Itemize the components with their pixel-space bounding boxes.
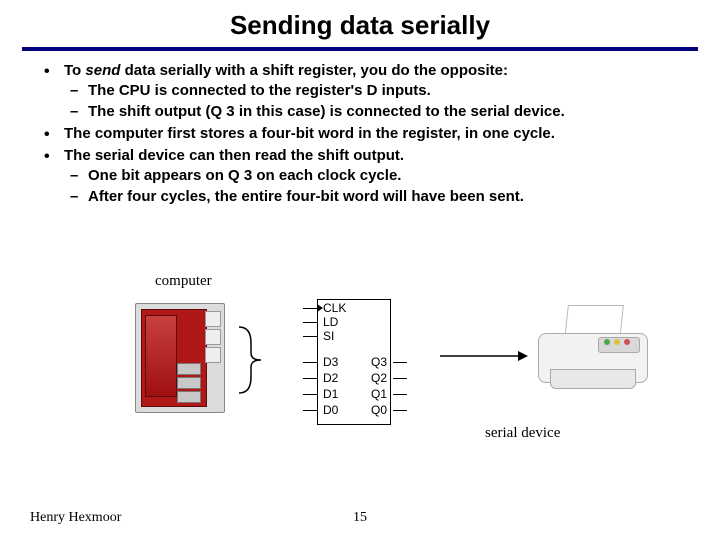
footer-page: 15 xyxy=(0,510,720,526)
serial-device-label: serial device xyxy=(485,425,560,442)
content-area: To send data serially with a shift regis… xyxy=(0,61,720,207)
bullet-3-sub: One bit appears on Q 3 on each clock cyc… xyxy=(64,166,680,207)
pin-q1: Q1 xyxy=(371,387,387,401)
b1-post: data serially with a shift register, you… xyxy=(120,62,508,79)
bullet-1-sub: The CPU is connected to the register's D… xyxy=(64,81,680,122)
slide-title: Sending data serially xyxy=(0,0,720,47)
b1-s1: The CPU is connected to the register's D… xyxy=(64,81,680,101)
pin-ld: LD xyxy=(323,315,338,329)
printer-icon xyxy=(538,303,648,393)
slide: Sending data serially To send data seria… xyxy=(0,0,720,540)
pin-clk: CLK xyxy=(323,301,346,315)
bullet-2: The computer first stores a four-bit wor… xyxy=(40,124,680,144)
bullet-1: To send data serially with a shift regis… xyxy=(40,61,680,122)
pin-q2: Q2 xyxy=(371,371,387,385)
figure-area: computer serial device CLK xyxy=(0,255,720,475)
printer-led-1 xyxy=(604,339,610,345)
b1-s2: The shift output (Q 3 in this case) is c… xyxy=(64,102,680,122)
bullet-list: To send data serially with a shift regis… xyxy=(40,61,680,207)
pin-si: SI xyxy=(323,329,334,343)
computer-label: computer xyxy=(155,273,212,290)
printer-led-3 xyxy=(624,339,630,345)
pin-q3: Q3 xyxy=(371,355,387,369)
printer-led-2 xyxy=(614,339,620,345)
b1-ital: send xyxy=(85,62,120,79)
arrow-icon xyxy=(440,347,530,365)
pin-q0: Q0 xyxy=(371,403,387,417)
b1-pre: To xyxy=(64,62,85,79)
b3-text: The serial device can then read the shif… xyxy=(64,147,404,164)
bullet-3: The serial device can then read the shif… xyxy=(40,146,680,207)
computer-icon xyxy=(135,303,225,413)
shift-register-icon: CLK LD SI D3 D2 D1 xyxy=(285,295,425,427)
b3-s1: One bit appears on Q 3 on each clock cyc… xyxy=(64,166,680,186)
bracket-icon xyxy=(235,325,265,395)
pin-d0: D0 xyxy=(323,403,338,417)
pin-d1: D1 xyxy=(323,387,338,401)
pin-d2: D2 xyxy=(323,371,338,385)
pin-d3: D3 xyxy=(323,355,338,369)
b3-s2: After four cycles, the entire four-bit w… xyxy=(64,187,680,207)
title-rule xyxy=(22,47,698,51)
